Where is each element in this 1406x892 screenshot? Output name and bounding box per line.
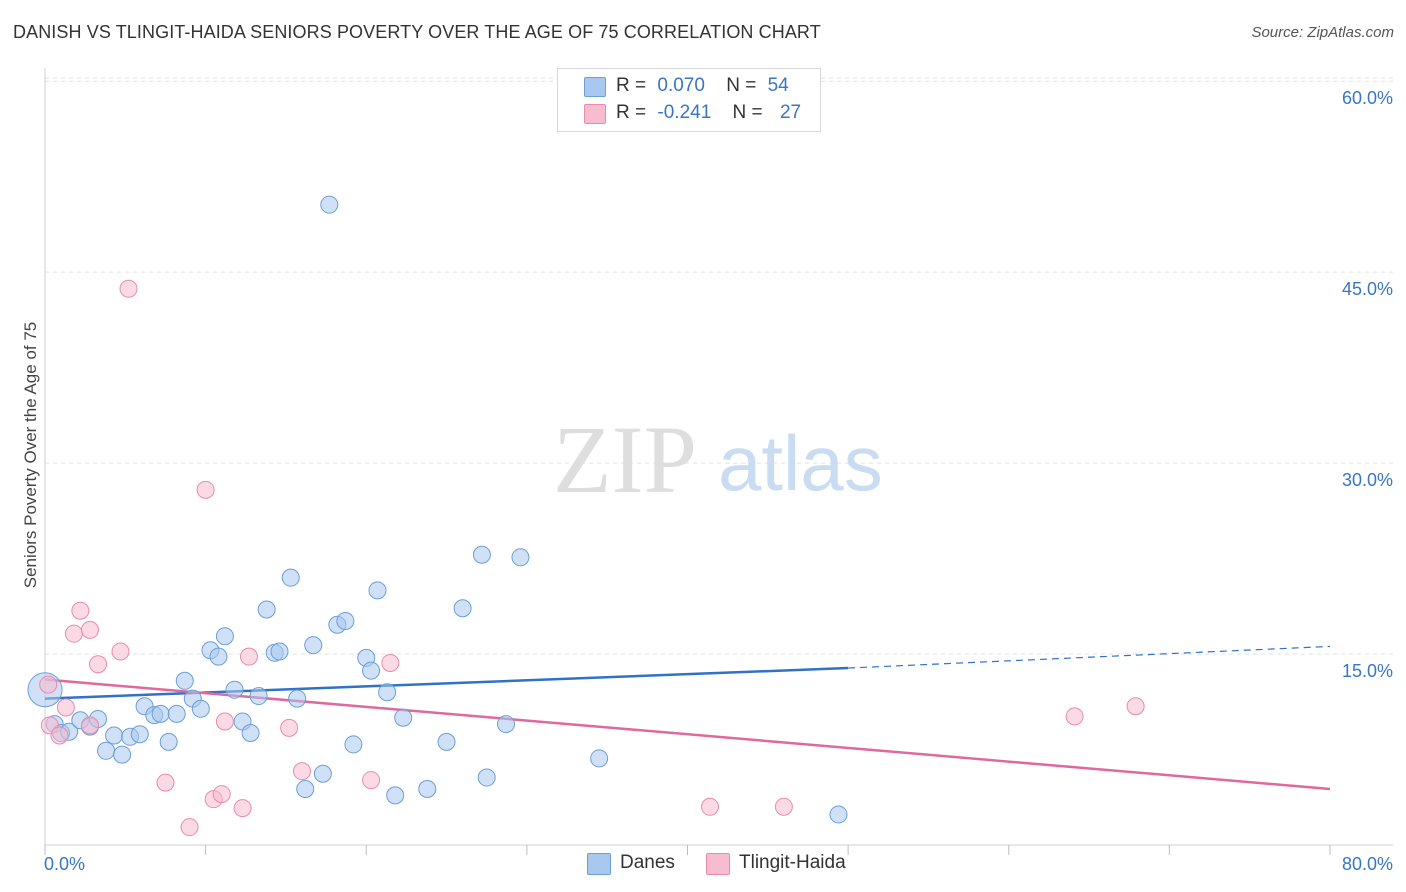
point-tlingit-haida [212, 785, 231, 804]
point-danes [288, 689, 307, 708]
point-danes [344, 735, 363, 754]
point-danes [477, 768, 496, 787]
x-tick-label: 0.0% [44, 854, 85, 874]
point-tlingit-haida [80, 620, 99, 639]
point-tlingit-haida [1065, 707, 1084, 726]
point-tlingit-haida [56, 698, 75, 717]
point-danes [304, 636, 323, 655]
legend-swatch-tlingit-haida [584, 104, 606, 124]
point-tlingit-haida [215, 712, 234, 731]
point-tlingit-haida [156, 773, 175, 792]
point-danes [97, 741, 116, 760]
point-danes [167, 704, 186, 723]
source-label: Source: ZipAtlas.com [1251, 24, 1394, 41]
point-danes [151, 704, 170, 723]
point-danes [270, 642, 289, 661]
point-danes [113, 745, 132, 764]
point-tlingit-haida [1126, 697, 1145, 716]
point-danes [437, 732, 456, 751]
point-danes [368, 581, 387, 600]
point-danes [249, 687, 268, 706]
point-danes [105, 726, 124, 745]
y-tick-label: 30.0% [1342, 470, 1393, 490]
point-danes [313, 764, 332, 783]
point-danes [159, 732, 178, 751]
point-tlingit-haida [111, 642, 130, 661]
point-danes [191, 699, 210, 718]
point-danes [590, 749, 609, 768]
point-danes [175, 671, 194, 690]
bottom-legend-swatch-danes [587, 853, 611, 875]
point-danes [215, 627, 234, 646]
point-tlingit-haida [774, 797, 793, 816]
point-danes [130, 725, 149, 744]
point-danes [362, 661, 381, 680]
legend-r-label: R = [616, 75, 647, 96]
point-tlingit-haida [196, 480, 215, 499]
point-danes [257, 600, 276, 619]
point-tlingit-haida [71, 601, 90, 620]
point-danes [511, 548, 530, 567]
point-danes [336, 611, 355, 630]
point-tlingit-haida [119, 279, 138, 298]
bottom-legend-swatch-tlingit-haida [706, 853, 730, 875]
y-tick-label: 45.0% [1342, 279, 1393, 299]
point-danes [386, 786, 405, 805]
point-danes [418, 779, 437, 798]
point-danes [472, 545, 491, 564]
point-tlingit-haida [239, 647, 258, 666]
data-points [27, 195, 1145, 837]
y-tick-label: 15.0% [1342, 661, 1393, 681]
point-danes [296, 779, 315, 798]
point-danes [225, 680, 244, 699]
legend-swatch-danes [584, 77, 606, 97]
point-tlingit-haida [50, 726, 69, 745]
point-tlingit-haida [700, 797, 719, 816]
bottom-legend-label-danes: Danes [620, 852, 675, 873]
point-danes [209, 647, 228, 666]
watermark-atlas: atlas [718, 419, 883, 507]
legend-n-label: N = [726, 75, 757, 96]
legend-r-value: 0.070 [657, 75, 705, 96]
point-tlingit-haida [180, 818, 199, 837]
legend-n-value: 27 [779, 102, 802, 123]
point-danes [320, 195, 339, 214]
point-tlingit-haida [293, 762, 311, 781]
trend-line-danes-extension [848, 645, 1331, 669]
point-danes [453, 599, 472, 618]
point-tlingit-haida [89, 655, 108, 674]
chart-title: DANISH VS TLINGIT-HAIDA SENIORS POVERTY … [13, 22, 821, 42]
y-tick-label: 60.0% [1342, 88, 1393, 108]
point-danes [829, 805, 848, 824]
point-tlingit-haida [362, 771, 381, 790]
bottom-legend-label-tlingit-haida: Tlingit-Haida [739, 852, 846, 873]
point-danes [394, 708, 413, 727]
point-danes [241, 723, 260, 742]
correlation-legend: R = 0.070 N = 54 R = -0.241 N = 27 [557, 68, 821, 132]
point-tlingit-haida [381, 653, 400, 672]
legend-r-label: R = [616, 102, 647, 123]
point-tlingit-haida [280, 718, 299, 737]
watermark-zip: ZIP [553, 406, 697, 513]
legend-n-value: 54 [767, 75, 789, 96]
point-danes [378, 683, 397, 702]
grid-lines [45, 77, 1393, 655]
x-tick-label: 80.0% [1342, 854, 1393, 874]
legend-r-value: -0.241 [657, 102, 712, 123]
point-danes [281, 568, 300, 587]
legend-n-label: N = [732, 102, 763, 123]
tick-labels: 15.0% 30.0% 45.0% 60.0% 0.0% 80.0% [44, 88, 1393, 874]
point-tlingit-haida [64, 624, 83, 643]
point-tlingit-haida [233, 799, 252, 818]
point-danes [496, 715, 515, 734]
point-tlingit-haida [80, 716, 99, 735]
trend-line-danes [44, 666, 849, 700]
point-tlingit-haida [39, 675, 58, 694]
axes [44, 68, 1393, 855]
